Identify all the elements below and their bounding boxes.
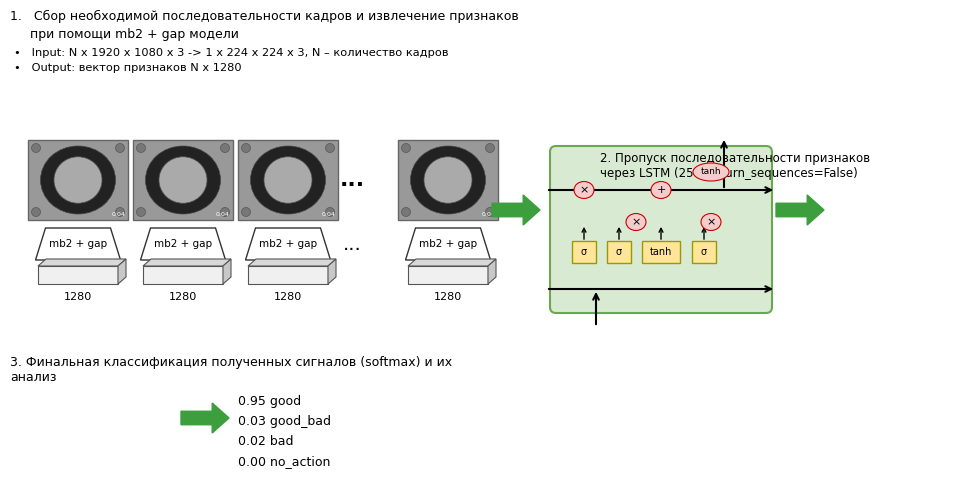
Ellipse shape (31, 207, 41, 216)
Text: 0:04: 0:04 (216, 212, 230, 217)
Text: 1280: 1280 (433, 292, 462, 302)
Polygon shape (408, 266, 488, 284)
Ellipse shape (325, 143, 334, 152)
Polygon shape (488, 259, 496, 284)
Ellipse shape (54, 157, 102, 203)
Polygon shape (776, 195, 824, 225)
Text: 0:04: 0:04 (321, 212, 335, 217)
Text: ×: × (706, 217, 716, 227)
Ellipse shape (424, 157, 472, 203)
Ellipse shape (242, 207, 250, 216)
Text: •   Input: N x 1920 x 1080 x 3 -> 1 x 224 x 224 x 3, N – количество кадров: • Input: N x 1920 x 1080 x 3 -> 1 x 224 … (14, 48, 448, 58)
Text: mb2 + gap: mb2 + gap (259, 239, 318, 249)
Ellipse shape (31, 143, 41, 152)
Ellipse shape (159, 157, 207, 203)
Ellipse shape (325, 207, 334, 216)
Polygon shape (223, 259, 231, 284)
Ellipse shape (626, 213, 646, 231)
Polygon shape (245, 228, 330, 260)
Text: σ: σ (701, 247, 707, 257)
Text: σ: σ (616, 247, 622, 257)
Ellipse shape (220, 143, 230, 152)
Ellipse shape (485, 207, 495, 216)
FancyBboxPatch shape (572, 241, 596, 263)
Polygon shape (38, 266, 118, 284)
Text: 1280: 1280 (274, 292, 302, 302)
Ellipse shape (693, 163, 729, 181)
Text: +: + (656, 185, 665, 195)
Polygon shape (408, 259, 496, 266)
Ellipse shape (401, 207, 410, 216)
Ellipse shape (145, 146, 220, 214)
Text: 1.   Сбор необходимой последовательности кадров и извлечение признаков: 1. Сбор необходимой последовательности к… (10, 10, 519, 23)
Polygon shape (35, 228, 121, 260)
FancyBboxPatch shape (398, 140, 498, 220)
Text: mb2 + gap: mb2 + gap (49, 239, 107, 249)
Ellipse shape (574, 182, 594, 198)
FancyBboxPatch shape (28, 140, 128, 220)
Text: ...: ... (343, 235, 361, 253)
Text: σ: σ (581, 247, 587, 257)
Ellipse shape (401, 143, 410, 152)
Text: tanh: tanh (700, 168, 722, 177)
Text: 2. Пропуск последовательности признаков
через LSTM (256, return_sequences=False): 2. Пропуск последовательности признаков … (600, 152, 870, 180)
Ellipse shape (410, 146, 485, 214)
Ellipse shape (701, 213, 721, 231)
Polygon shape (143, 259, 231, 266)
Ellipse shape (116, 143, 125, 152)
Text: 1280: 1280 (169, 292, 197, 302)
FancyBboxPatch shape (607, 241, 631, 263)
Polygon shape (140, 228, 226, 260)
Text: 0.95 good
0.03 good_bad
0.02 bad
0.00 no_action: 0.95 good 0.03 good_bad 0.02 bad 0.00 no… (238, 395, 331, 468)
Ellipse shape (250, 146, 325, 214)
Polygon shape (328, 259, 336, 284)
Polygon shape (118, 259, 126, 284)
Text: ×: × (580, 185, 588, 195)
Polygon shape (248, 266, 328, 284)
Ellipse shape (220, 207, 230, 216)
Text: 0:04: 0:04 (481, 212, 495, 217)
Polygon shape (492, 195, 540, 225)
FancyBboxPatch shape (692, 241, 716, 263)
Polygon shape (38, 259, 126, 266)
Text: 1280: 1280 (64, 292, 93, 302)
Polygon shape (248, 259, 336, 266)
FancyBboxPatch shape (133, 140, 233, 220)
Text: tanh: tanh (650, 247, 672, 257)
FancyBboxPatch shape (550, 146, 772, 313)
Text: 3. Финальная классификация полученных сигналов (softmax) и их
анализ: 3. Финальная классификация полученных си… (10, 356, 452, 384)
Ellipse shape (136, 143, 145, 152)
Text: ...: ... (339, 170, 364, 190)
Ellipse shape (41, 146, 116, 214)
Ellipse shape (136, 207, 145, 216)
Text: •   Output: вектор признаков N x 1280: • Output: вектор признаков N x 1280 (14, 63, 242, 73)
FancyBboxPatch shape (642, 241, 680, 263)
Ellipse shape (485, 143, 495, 152)
Ellipse shape (116, 207, 125, 216)
Polygon shape (143, 266, 223, 284)
Text: 0:04: 0:04 (111, 212, 125, 217)
Ellipse shape (242, 143, 250, 152)
Ellipse shape (264, 157, 312, 203)
Polygon shape (181, 403, 229, 433)
Ellipse shape (651, 182, 671, 198)
Text: ×: × (631, 217, 641, 227)
Text: mb2 + gap: mb2 + gap (419, 239, 477, 249)
FancyBboxPatch shape (238, 140, 338, 220)
Polygon shape (405, 228, 491, 260)
Text: при помощи mb2 + gap модели: при помощи mb2 + gap модели (10, 28, 239, 41)
Text: mb2 + gap: mb2 + gap (154, 239, 212, 249)
